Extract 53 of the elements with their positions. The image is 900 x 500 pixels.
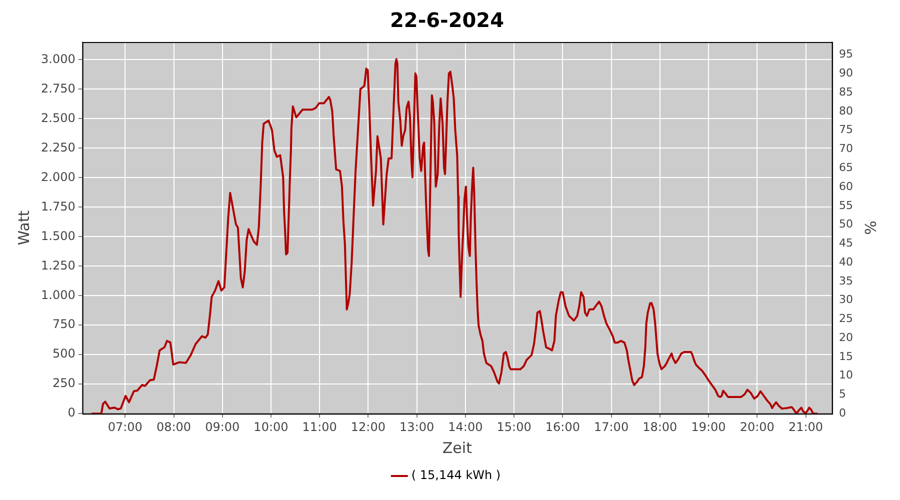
y2-tick-label: 90 (839, 66, 854, 80)
x-tick-label: 15:00 (496, 420, 532, 434)
y2-tick-label: 75 (839, 123, 854, 136)
x-tick-label: 21:00 (788, 420, 824, 434)
x-tick-label: 08:00 (156, 420, 192, 434)
y2-tick-label: 85 (839, 85, 854, 98)
y-tick-label: 750 (52, 317, 76, 332)
legend-label: ( 15,144 kWh ) (411, 468, 501, 482)
y-tick-label: 2.500 (40, 110, 76, 125)
y2-tick-label: 0 (839, 406, 846, 420)
chart-title: 22-6-2024 (390, 8, 504, 32)
y2-tick-label: 50 (839, 218, 854, 231)
y-tick-label: 2.750 (40, 81, 76, 96)
x-tick-label: 20:00 (740, 420, 774, 434)
x-tick-label: 12:00 (350, 420, 386, 434)
y-tick-label: 1.750 (40, 199, 76, 214)
y2-tick-label: 60 (839, 180, 854, 193)
x-tick-label: 14:00 (448, 420, 483, 434)
y-tick-label: 0 (68, 406, 76, 420)
y2-tick-label: 35 (839, 274, 854, 288)
y-tick-label: 1.250 (40, 258, 76, 272)
x-tick-label: 17:00 (594, 420, 629, 434)
x-tick-label: 09:00 (205, 420, 240, 434)
y-tick-label: 1.000 (40, 288, 76, 302)
y2-tick-label: 25 (839, 312, 854, 326)
y2-tick-label: 70 (839, 142, 854, 156)
y2-tick-label: 10 (839, 368, 854, 382)
y2-tick-label: 20 (839, 330, 854, 344)
x-tick-label: 07:00 (108, 420, 142, 434)
y2-tick-label: 45 (839, 236, 854, 250)
x-tick-label: 18:00 (642, 420, 678, 434)
y-tick-label: 2.000 (40, 170, 76, 184)
y2-tick-label: 30 (839, 293, 854, 306)
x-tick-label: 19:00 (691, 420, 726, 434)
y2-tick-label: 15 (839, 350, 854, 363)
y2-tick-label: 65 (839, 160, 854, 174)
y2-tick-label: 95 (839, 48, 854, 61)
x-tick-label: 13:00 (400, 420, 434, 434)
y-tick-label: 500 (52, 346, 76, 361)
y2-tick-label: 55 (839, 198, 854, 212)
x-axis-title: Zeit (442, 438, 472, 457)
y2-axis-title: % (861, 220, 880, 235)
x-tick-label: 10:00 (254, 420, 288, 434)
x-tick-label: 16:00 (545, 420, 580, 434)
y-axis-title: Watt (14, 210, 33, 246)
y2-tick-label: 5 (839, 388, 846, 401)
x-tick-label: 11:00 (302, 420, 337, 434)
y2-tick-label: 80 (839, 104, 854, 118)
y-tick-label: 250 (52, 376, 76, 390)
y2-tick-label: 40 (839, 255, 854, 268)
y-tick-label: 3.000 (40, 52, 76, 66)
y-tick-label: 1.500 (40, 228, 76, 243)
y-tick-label: 2.250 (40, 140, 76, 154)
